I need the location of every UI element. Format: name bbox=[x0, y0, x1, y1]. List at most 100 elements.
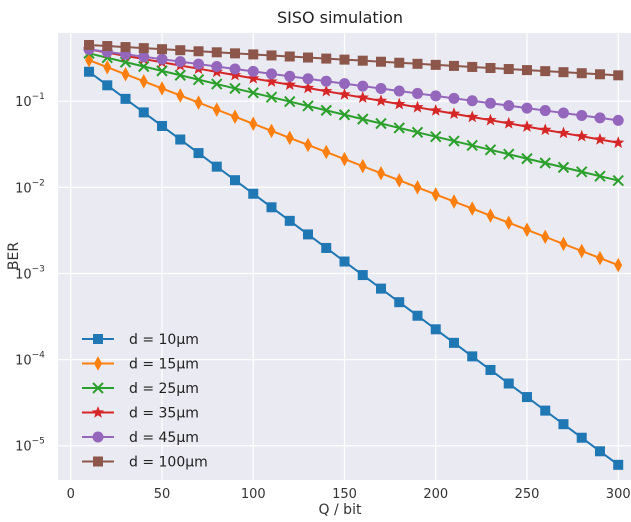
legend-label: d = 25μm bbox=[129, 381, 199, 397]
legend-label: d = 45μm bbox=[129, 430, 199, 446]
data-point-circle bbox=[594, 112, 606, 124]
y-tick-base: 10 bbox=[15, 440, 32, 455]
data-point-diamond bbox=[158, 81, 167, 96]
data-point-square bbox=[576, 68, 587, 79]
data-point-square bbox=[339, 54, 350, 65]
y-tick-label: 10−4 bbox=[15, 351, 45, 369]
data-point-star bbox=[557, 126, 570, 139]
legend-label: d = 15μm bbox=[129, 357, 199, 373]
data-point-star bbox=[520, 120, 534, 132]
data-point-square bbox=[613, 70, 624, 81]
data-point-star bbox=[612, 136, 625, 148]
data-point-square bbox=[193, 148, 204, 159]
data-point-diamond bbox=[541, 229, 550, 245]
data-point-square bbox=[613, 459, 624, 470]
data-point-square bbox=[540, 66, 551, 77]
data-point-square bbox=[248, 49, 259, 60]
data-point-x bbox=[411, 126, 424, 138]
data-point-square bbox=[230, 48, 241, 59]
data-point-square bbox=[120, 42, 131, 53]
y-tick-label: 10−1 bbox=[15, 92, 45, 110]
data-point-circle bbox=[484, 97, 496, 109]
legend-label: d = 100μm bbox=[129, 455, 208, 471]
data-point-x bbox=[192, 73, 205, 86]
legend-entry: d = 35μm bbox=[82, 406, 199, 422]
data-point-x bbox=[92, 382, 104, 394]
data-point-diamond bbox=[376, 165, 385, 181]
data-point-star bbox=[393, 97, 406, 110]
legend: d = 10μm d = 15μm d = 25μm d = 35μm d = 45μm… bbox=[82, 332, 208, 471]
y-tick-base: 10 bbox=[15, 267, 32, 282]
data-point-square bbox=[321, 53, 332, 64]
data-point-circle bbox=[266, 68, 278, 80]
data-point-square bbox=[93, 334, 103, 344]
data-point-star bbox=[484, 113, 497, 126]
data-point-square bbox=[503, 378, 514, 389]
data-point-circle bbox=[284, 70, 296, 82]
data-point-square bbox=[412, 58, 423, 69]
data-point-square bbox=[485, 62, 496, 73]
data-point-x bbox=[302, 100, 314, 112]
data-point-square bbox=[284, 51, 295, 62]
data-point-square bbox=[521, 392, 532, 403]
series bbox=[84, 66, 624, 470]
series bbox=[83, 47, 624, 187]
data-point-square bbox=[558, 419, 569, 430]
data-point-star bbox=[411, 100, 424, 113]
data-point-star bbox=[338, 87, 351, 100]
data-point-x bbox=[448, 135, 460, 147]
data-point-diamond bbox=[94, 356, 102, 371]
y-tick-exponent: −1 bbox=[32, 92, 45, 102]
data-point-circle bbox=[539, 105, 551, 117]
data-point-circle bbox=[138, 51, 150, 63]
data-point-circle bbox=[174, 56, 186, 68]
data-point-x bbox=[174, 69, 186, 81]
x-tick-label: 100 bbox=[241, 487, 266, 502]
data-point-x bbox=[156, 65, 168, 77]
data-point-square bbox=[430, 324, 441, 335]
data-point-square bbox=[248, 188, 259, 199]
data-point-x bbox=[229, 82, 241, 95]
legend-label: d = 10μm bbox=[129, 332, 199, 348]
data-point-x bbox=[466, 139, 478, 152]
data-point-square bbox=[485, 364, 496, 375]
y-tick-label: 10−3 bbox=[15, 264, 45, 282]
legend-entry: d = 15μm bbox=[82, 356, 199, 373]
data-point-square bbox=[594, 446, 605, 457]
x-tick-label: 150 bbox=[332, 487, 357, 502]
y-ticks: 10−510−410−310−210−1 bbox=[15, 92, 45, 454]
data-point-diamond bbox=[358, 158, 367, 174]
data-point-square bbox=[303, 229, 314, 240]
data-point-square bbox=[576, 432, 587, 443]
data-point-circle bbox=[302, 73, 314, 85]
data-point-square bbox=[84, 66, 95, 77]
y-tick-base: 10 bbox=[15, 95, 32, 110]
data-point-square bbox=[375, 56, 386, 67]
data-point-square bbox=[102, 41, 113, 52]
data-point-square bbox=[467, 61, 478, 72]
grid bbox=[58, 33, 631, 480]
data-point-star bbox=[593, 132, 607, 145]
data-point-square bbox=[503, 64, 514, 75]
data-point-star bbox=[539, 123, 552, 136]
data-point-diamond bbox=[176, 88, 185, 103]
data-point-circle bbox=[411, 87, 423, 99]
data-point-diamond bbox=[468, 201, 477, 216]
data-point-diamond bbox=[577, 243, 586, 259]
data-point-square bbox=[120, 93, 131, 104]
data-point-x bbox=[612, 174, 624, 187]
data-point-star bbox=[247, 71, 260, 84]
data-point-square bbox=[540, 405, 551, 416]
data-point-diamond bbox=[340, 151, 349, 167]
data-point-circle bbox=[193, 58, 205, 70]
data-point-x bbox=[211, 78, 223, 90]
y-tick-label: 10−2 bbox=[15, 178, 45, 196]
data-point-square bbox=[448, 60, 459, 71]
data-point-diamond bbox=[212, 102, 221, 117]
y-tick-base: 10 bbox=[15, 181, 32, 196]
y-tick-exponent: −3 bbox=[32, 264, 45, 274]
data-point-square bbox=[230, 175, 241, 186]
data-point-diamond bbox=[449, 194, 458, 209]
x-tick-label: 50 bbox=[154, 487, 171, 502]
data-point-x bbox=[430, 130, 442, 143]
